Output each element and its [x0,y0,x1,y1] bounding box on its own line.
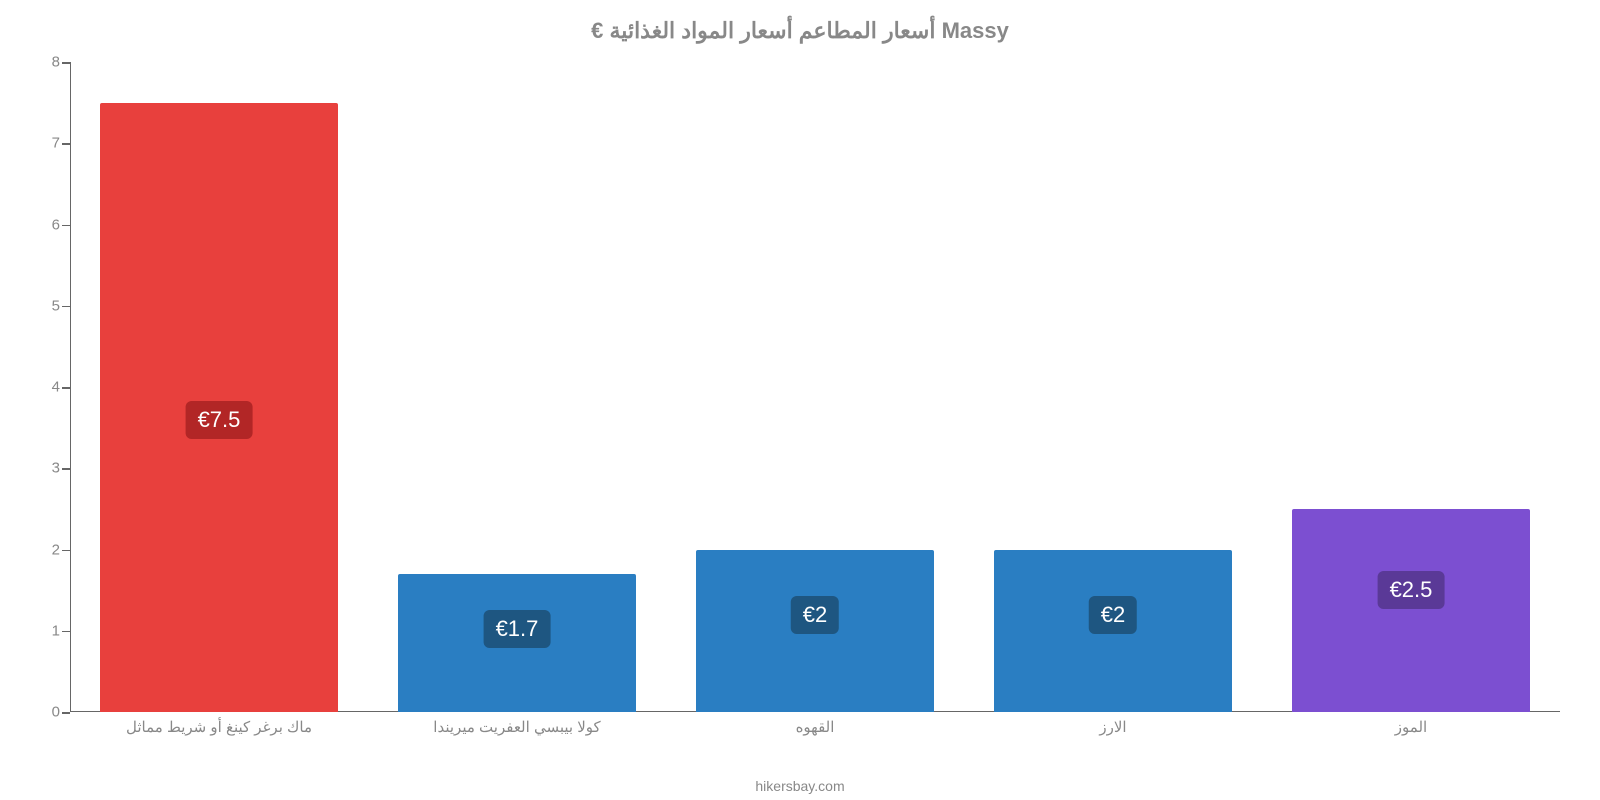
y-tick [62,387,70,389]
y-tick-label: 8 [32,54,60,71]
y-tick-label: 4 [32,379,60,396]
y-tick-label: 3 [32,460,60,477]
y-tick [62,306,70,308]
y-tick [62,225,70,227]
chart-footer: hikersbay.com [0,778,1600,794]
x-tick-label: الارز [1099,718,1126,736]
bar-group: €7.5 €1.7 €2 €2 €2.5 [70,62,1560,712]
y-tick-label: 6 [32,216,60,233]
y-tick-label: 5 [32,297,60,314]
bar: €2.5 [1292,509,1530,712]
y-tick [62,62,70,64]
plot-area: €7.5€1.7€2€2€2.5 ماك برغر كينغ أو شريط م… [70,62,1560,712]
value-badge: €2 [791,596,839,634]
chart-container: € أسعار المطاعم أسعار المواد الغذائية Ma… [0,0,1600,800]
y-tick-label: 1 [32,622,60,639]
bar: €1.7 [398,574,636,712]
bar: €2 [696,550,934,713]
value-badge: €1.7 [484,610,551,648]
y-tick-label: 2 [32,541,60,558]
bar: €7.5 [100,103,338,712]
y-tick [62,712,70,714]
x-label-group: ماك برغر كينغ أو شريط مماثل كولا بيبسي ال… [70,718,1560,742]
chart-title: € أسعار المطاعم أسعار المواد الغذائية Ma… [30,18,1570,44]
value-badge: €2.5 [1378,571,1445,609]
value-badge: €7.5 [186,401,253,439]
x-tick-label: كولا بيبسي العفريت ميريندا [433,718,600,736]
value-badge: €2 [1089,596,1137,634]
y-tick [62,550,70,552]
bar: €2 [994,550,1232,713]
y-tick [62,143,70,145]
y-tick-label: 7 [32,135,60,152]
x-tick-label: القهوه [796,718,835,736]
x-tick-label: الموز [1395,718,1427,736]
y-tick-label: 0 [32,704,60,721]
y-tick [62,631,70,633]
y-tick [62,468,70,470]
x-tick-label: ماك برغر كينغ أو شريط مماثل [126,718,312,736]
